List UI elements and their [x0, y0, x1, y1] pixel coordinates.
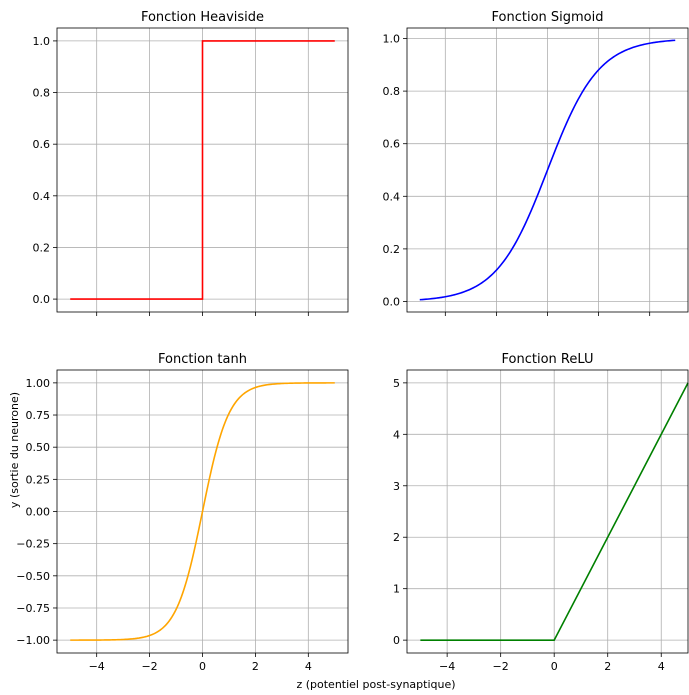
subplot-relu: −4 −2 0 2 4 0 1 2 3 4 5 Fonction ReLU: [393, 352, 689, 673]
relu-ytick-label: 3: [393, 480, 400, 493]
relu-xtick-label: −2: [493, 660, 509, 673]
tanh-axes-frame: [56, 369, 349, 654]
relu-xtick-label: 2: [604, 660, 611, 673]
subplot-sigmoid: 0.0 0.2 0.4 0.6 0.8 1.0 Fonction Sigmoid: [383, 10, 689, 316]
relu-title: Fonction ReLU: [502, 352, 594, 367]
sigmoid-title: Fonction Sigmoid: [492, 10, 604, 25]
sigmoid-ytick-label: 0.2: [383, 243, 401, 256]
relu-xtick-label: −4: [439, 660, 455, 673]
tanh-ytick-label: 1.00: [26, 377, 51, 390]
relu-xtick-label: 0: [551, 660, 558, 673]
relu-ytick-label: 5: [393, 377, 400, 390]
tanh-ytick-label: −0.75: [16, 602, 50, 615]
heaviside-ytick-label: 0.0: [33, 293, 51, 306]
tanh-ytick-label: 0.50: [26, 441, 51, 454]
heaviside-ytick-label: 0.8: [33, 87, 51, 100]
sigmoid-axes-frame: [406, 27, 689, 313]
tanh-curve: [70, 382, 335, 641]
sigmoid-ytick-label: 0.4: [383, 190, 401, 203]
relu-ytick-label: 0: [393, 634, 400, 647]
tanh-ytick-label: 0.00: [26, 506, 51, 519]
relu-ytick-label: 1: [393, 583, 400, 596]
heaviside-title: Fonction Heaviside: [141, 10, 264, 25]
tanh-title: Fonction tanh: [158, 352, 247, 367]
relu-axes-frame: [406, 369, 689, 654]
heaviside-axes-frame: [56, 27, 349, 313]
tanh-xtick-label: −2: [141, 660, 157, 673]
tanh-xtick-label: 4: [305, 660, 312, 673]
tanh-ytick-label: 0.25: [26, 473, 51, 486]
subplot-heaviside: 0.0 0.2 0.4 0.6 0.8 1.0 Fonction Heaviside: [33, 10, 349, 316]
tanh-ytick-label: −0.25: [16, 538, 50, 551]
figure-ylabel: y (sortie du neurone): [8, 392, 21, 508]
heaviside-ytick-label: 0.2: [33, 241, 51, 254]
tanh-ytick-label: 0.75: [26, 409, 51, 422]
tanh-ytick-label: −0.50: [16, 570, 50, 583]
tanh-xtick-label: −4: [89, 660, 105, 673]
tanh-ytick-label: −1.00: [16, 634, 50, 647]
sigmoid-ytick-label: 1.0: [383, 33, 401, 46]
heaviside-ytick-label: 1.0: [33, 35, 51, 48]
sigmoid-curve: [419, 39, 676, 301]
heaviside-ytick-label: 0.6: [33, 138, 51, 151]
sigmoid-ytick-label: 0.8: [383, 85, 401, 98]
relu-xtick-label: 4: [658, 660, 665, 673]
subplot-tanh: −4 −2 0 2 4 −1.00 −0.75 −0.50 −0.25 0.00 0.25 0.50 0…: [16, 352, 349, 673]
relu-curve: [420, 382, 689, 641]
relu-ytick-label: 2: [393, 531, 400, 544]
sigmoid-ytick-label: 0.0: [383, 295, 401, 308]
tanh-xtick-label: 2: [252, 660, 259, 673]
heaviside-ytick-label: 0.4: [33, 190, 51, 203]
tanh-xtick-label: 0: [199, 660, 206, 673]
heaviside-curve: [70, 40, 335, 300]
sigmoid-ytick-label: 0.6: [383, 138, 401, 151]
relu-ytick-label: 4: [393, 428, 400, 441]
figure-xlabel: z (potentiel post-synaptique): [296, 678, 455, 691]
